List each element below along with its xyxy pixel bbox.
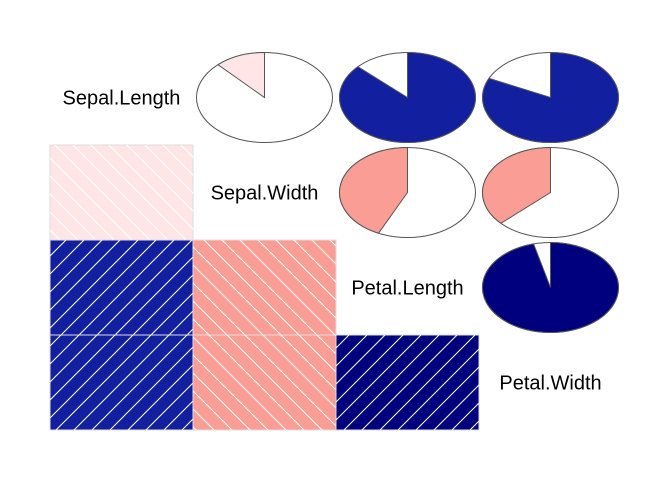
shade-cell (335, 334, 480, 431)
pie-slice (482, 241, 619, 333)
pie-slice (339, 51, 476, 143)
pie-cell (339, 51, 476, 143)
variable-label: Petal.Width (499, 373, 601, 395)
variable-label: Sepal.Length (63, 88, 181, 110)
pie-cell (482, 51, 619, 143)
pie-slice (217, 51, 265, 99)
variable-label: Sepal.Width (211, 183, 319, 205)
pie-cell (196, 51, 333, 143)
pie-slice (482, 146, 551, 224)
variable-label: Petal.Length (351, 278, 463, 300)
pie-cell (482, 146, 619, 238)
pie-cell (339, 146, 476, 238)
shade-cell (49, 144, 194, 241)
pie-cell (482, 241, 619, 333)
pie-slice (482, 51, 619, 143)
shade-cell (49, 239, 194, 336)
pie-slice (339, 146, 408, 234)
shade-cell (192, 239, 337, 336)
shade-cell (192, 334, 337, 431)
shade-cell (49, 334, 194, 431)
